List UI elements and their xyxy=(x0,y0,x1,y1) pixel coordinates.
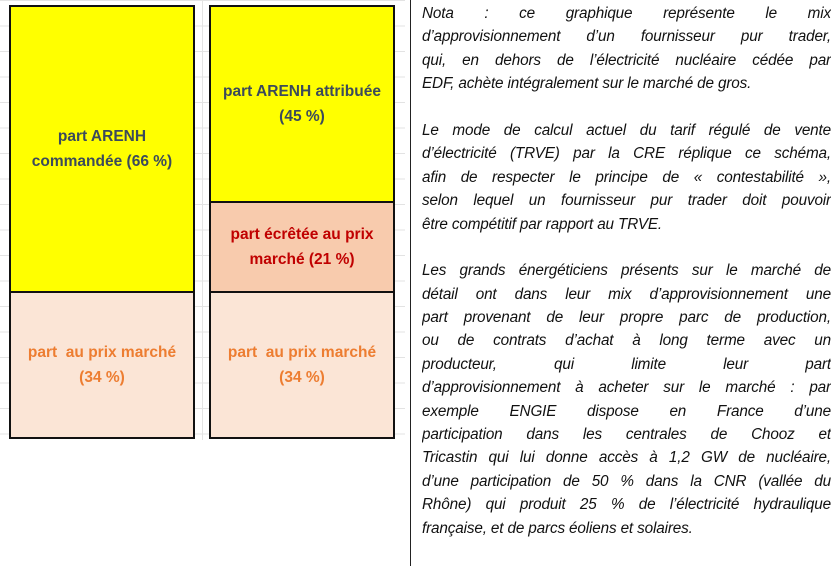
text-line: participation dans les centrales de Choo… xyxy=(422,426,831,444)
paragraph: Nota : ce graphique représente le mix d’a… xyxy=(422,2,831,96)
text-line: détail ont dans leur mix d’approvisionne… xyxy=(422,285,831,303)
text-line: afin de respecter le principe de « conte… xyxy=(422,168,831,186)
text-line: d’électricité (TRVE) par la CRE réplique… xyxy=(422,145,831,163)
segment-label: part au prix marché (34 %) xyxy=(227,343,381,386)
paragraph-gap xyxy=(422,236,831,259)
text-line: Rhône) qui produit 25 % de l’électricité… xyxy=(422,496,831,514)
text-line: d’une participation de 50 % dans la CNR … xyxy=(422,472,831,490)
text-line: Les grands énergéticiens présents sur le… xyxy=(422,262,831,280)
text-line: d’approvisionnement à acheter sur le mar… xyxy=(422,379,831,397)
text-line: part provenant de leur propre parc de pr… xyxy=(422,309,831,327)
segment: part au prix marché (34 %) xyxy=(211,290,393,437)
segment: part ARENH attribuée (45 %) xyxy=(211,7,393,201)
text-line: exemple ENGIE dispose en France d’une xyxy=(422,402,831,420)
segment: part au prix marché (34 %) xyxy=(11,290,193,437)
spreadsheet-column-line xyxy=(202,0,203,440)
segment: part écrêtée au prix marché (21 %) xyxy=(211,200,393,291)
text-line: producteur, qui limite leur part xyxy=(422,355,831,373)
segment-label: part ARENH attribuée (45 %) xyxy=(223,82,386,125)
notes-text: Nota : ce graphique représente le mix d’a… xyxy=(422,2,831,540)
text-line: Nota : ce graphique représente le mix xyxy=(422,5,831,22)
text-line: qui, en dehors de l’électricité nucléair… xyxy=(422,51,831,69)
segment-label: part ARENH commandée (66 %) xyxy=(31,127,173,170)
segment-label: part au prix marché (34 %) xyxy=(27,343,181,386)
paragraph-gap xyxy=(422,96,831,119)
segment-label: part écrêtée au prix marché (21 %) xyxy=(230,225,378,268)
text-line: Tricastin qui lui donne accès à 1,2 GW d… xyxy=(422,449,831,467)
text-line: ou de contrats d’achat à long terme avec… xyxy=(422,332,831,350)
text-line: selon lequel un fournisseur pur trader d… xyxy=(422,192,831,210)
column-arenh-commandee: part ARENH commandée (66 %) part au prix … xyxy=(9,5,195,439)
segment: part ARENH commandée (66 %) xyxy=(11,7,193,291)
paragraph: Le mode de calcul actuel du tarif régulé… xyxy=(422,119,831,236)
paragraph: Les grands énergéticiens présents sur le… xyxy=(422,259,831,540)
text-line: Le mode de calcul actuel du tarif régulé… xyxy=(422,121,831,139)
text-line: EDF, achète intégralement sur le marché … xyxy=(422,75,752,93)
column-arenh-attribuee: part ARENH attribuée (45 %) part écrêtée … xyxy=(209,5,395,439)
text-line: française, et de parcs éoliens et solair… xyxy=(422,519,693,537)
text-line: d’approvisionnement d’un fournisseur pur… xyxy=(422,28,831,46)
text-line: être compétitif par rapport au TRVE. xyxy=(422,215,663,233)
divider xyxy=(410,0,411,566)
